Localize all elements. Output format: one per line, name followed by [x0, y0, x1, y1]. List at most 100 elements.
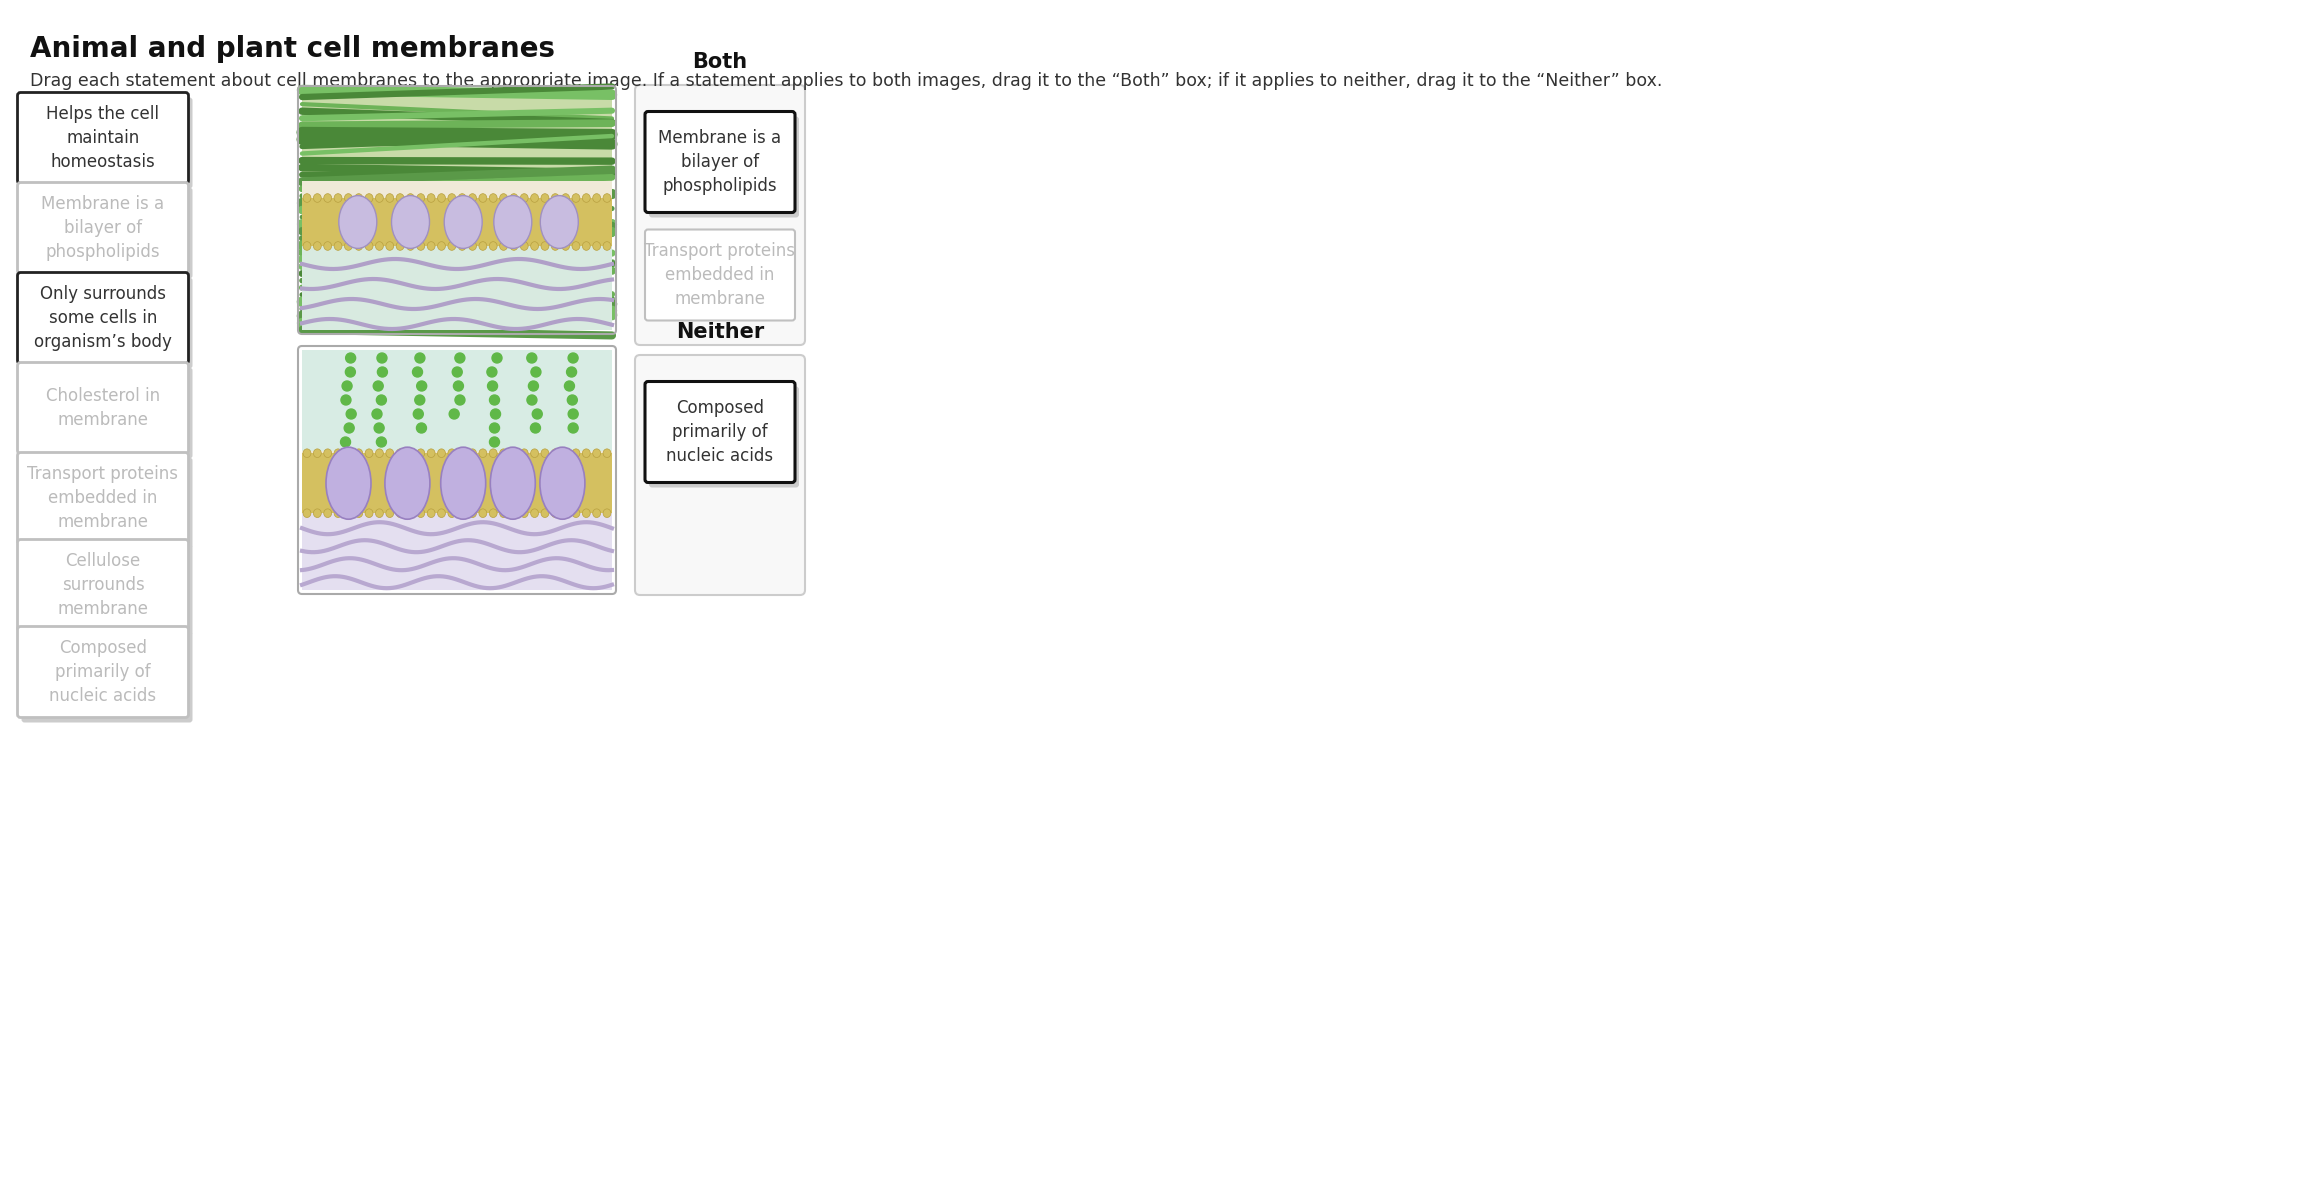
Ellipse shape	[479, 509, 486, 518]
Ellipse shape	[375, 242, 384, 250]
Ellipse shape	[345, 449, 352, 457]
Ellipse shape	[582, 449, 589, 457]
Ellipse shape	[552, 509, 559, 518]
FancyBboxPatch shape	[302, 90, 612, 330]
FancyBboxPatch shape	[21, 98, 193, 188]
Circle shape	[451, 367, 463, 377]
Text: Cholesterol in
membrane: Cholesterol in membrane	[341, 387, 465, 430]
Ellipse shape	[495, 195, 532, 249]
Circle shape	[569, 422, 578, 433]
Ellipse shape	[490, 194, 497, 202]
Text: Transport proteins
embedded in
membrane: Transport proteins embedded in membrane	[28, 465, 180, 531]
Ellipse shape	[407, 194, 414, 202]
Ellipse shape	[396, 194, 405, 202]
Ellipse shape	[325, 449, 331, 457]
Ellipse shape	[541, 509, 548, 518]
Text: Cellulose
surrounds
membrane: Cellulose surrounds membrane	[58, 552, 150, 619]
Ellipse shape	[437, 509, 444, 518]
Ellipse shape	[532, 449, 539, 457]
Bar	[302, 181, 612, 263]
Ellipse shape	[387, 449, 394, 457]
Circle shape	[449, 409, 458, 419]
Ellipse shape	[355, 509, 364, 518]
Ellipse shape	[541, 195, 578, 249]
Ellipse shape	[387, 242, 394, 250]
Ellipse shape	[396, 242, 405, 250]
Ellipse shape	[375, 194, 384, 202]
Ellipse shape	[355, 194, 364, 202]
Ellipse shape	[479, 242, 486, 250]
FancyBboxPatch shape	[645, 382, 794, 482]
Ellipse shape	[541, 447, 585, 519]
Ellipse shape	[391, 195, 430, 249]
Ellipse shape	[552, 242, 559, 250]
Ellipse shape	[541, 449, 548, 457]
Text: Composed
primarily of
nucleic acids: Composed primarily of nucleic acids	[668, 399, 773, 465]
Ellipse shape	[571, 449, 580, 457]
FancyBboxPatch shape	[635, 355, 806, 595]
Bar	[302, 513, 612, 590]
Bar	[302, 350, 612, 451]
Ellipse shape	[470, 194, 477, 202]
Circle shape	[488, 381, 497, 392]
Ellipse shape	[449, 242, 456, 250]
Ellipse shape	[304, 509, 311, 518]
Ellipse shape	[582, 509, 589, 518]
Ellipse shape	[582, 194, 589, 202]
FancyBboxPatch shape	[302, 350, 612, 590]
Text: Membrane is a
bilayer of
phospholipids: Membrane is a bilayer of phospholipids	[658, 129, 783, 195]
FancyBboxPatch shape	[18, 182, 189, 274]
Text: Only surrounds
some cells in
organism’s body: Only surrounds some cells in organism’s …	[35, 284, 173, 351]
Ellipse shape	[313, 194, 322, 202]
Ellipse shape	[458, 509, 465, 518]
Ellipse shape	[603, 449, 610, 457]
Ellipse shape	[571, 242, 580, 250]
Ellipse shape	[334, 509, 343, 518]
Circle shape	[345, 409, 357, 419]
Ellipse shape	[562, 194, 569, 202]
Bar	[302, 198, 612, 246]
FancyBboxPatch shape	[315, 368, 488, 449]
Ellipse shape	[313, 509, 322, 518]
Ellipse shape	[490, 447, 536, 519]
Ellipse shape	[603, 509, 610, 518]
Circle shape	[490, 395, 500, 405]
Ellipse shape	[304, 194, 311, 202]
Ellipse shape	[603, 194, 610, 202]
Ellipse shape	[562, 449, 569, 457]
Ellipse shape	[345, 194, 352, 202]
FancyBboxPatch shape	[18, 363, 189, 453]
Ellipse shape	[313, 449, 322, 457]
Ellipse shape	[592, 242, 601, 250]
Ellipse shape	[407, 509, 414, 518]
Ellipse shape	[532, 509, 539, 518]
FancyBboxPatch shape	[21, 457, 193, 549]
FancyBboxPatch shape	[21, 368, 193, 458]
Circle shape	[529, 381, 539, 392]
Ellipse shape	[511, 449, 518, 457]
Ellipse shape	[304, 449, 311, 457]
Text: Composed
primarily of
nucleic acids: Composed primarily of nucleic acids	[48, 639, 157, 706]
Circle shape	[493, 353, 502, 363]
Ellipse shape	[366, 509, 373, 518]
Circle shape	[341, 437, 350, 447]
Ellipse shape	[355, 449, 364, 457]
Ellipse shape	[511, 509, 518, 518]
Ellipse shape	[449, 449, 456, 457]
Ellipse shape	[375, 509, 384, 518]
Circle shape	[527, 353, 536, 363]
Circle shape	[378, 353, 387, 363]
Ellipse shape	[490, 449, 497, 457]
Circle shape	[490, 422, 500, 433]
Circle shape	[412, 367, 424, 377]
Ellipse shape	[428, 242, 435, 250]
Text: Drag each statement about cell membranes to the appropriate image. If a statemen: Drag each statement about cell membranes…	[30, 73, 1662, 90]
Text: Membrane is a
bilayer of
phospholipids: Membrane is a bilayer of phospholipids	[41, 195, 163, 262]
Circle shape	[490, 409, 500, 419]
Ellipse shape	[366, 242, 373, 250]
Ellipse shape	[437, 242, 444, 250]
Ellipse shape	[304, 242, 311, 250]
Ellipse shape	[490, 242, 497, 250]
Ellipse shape	[440, 447, 486, 519]
FancyBboxPatch shape	[645, 230, 794, 320]
